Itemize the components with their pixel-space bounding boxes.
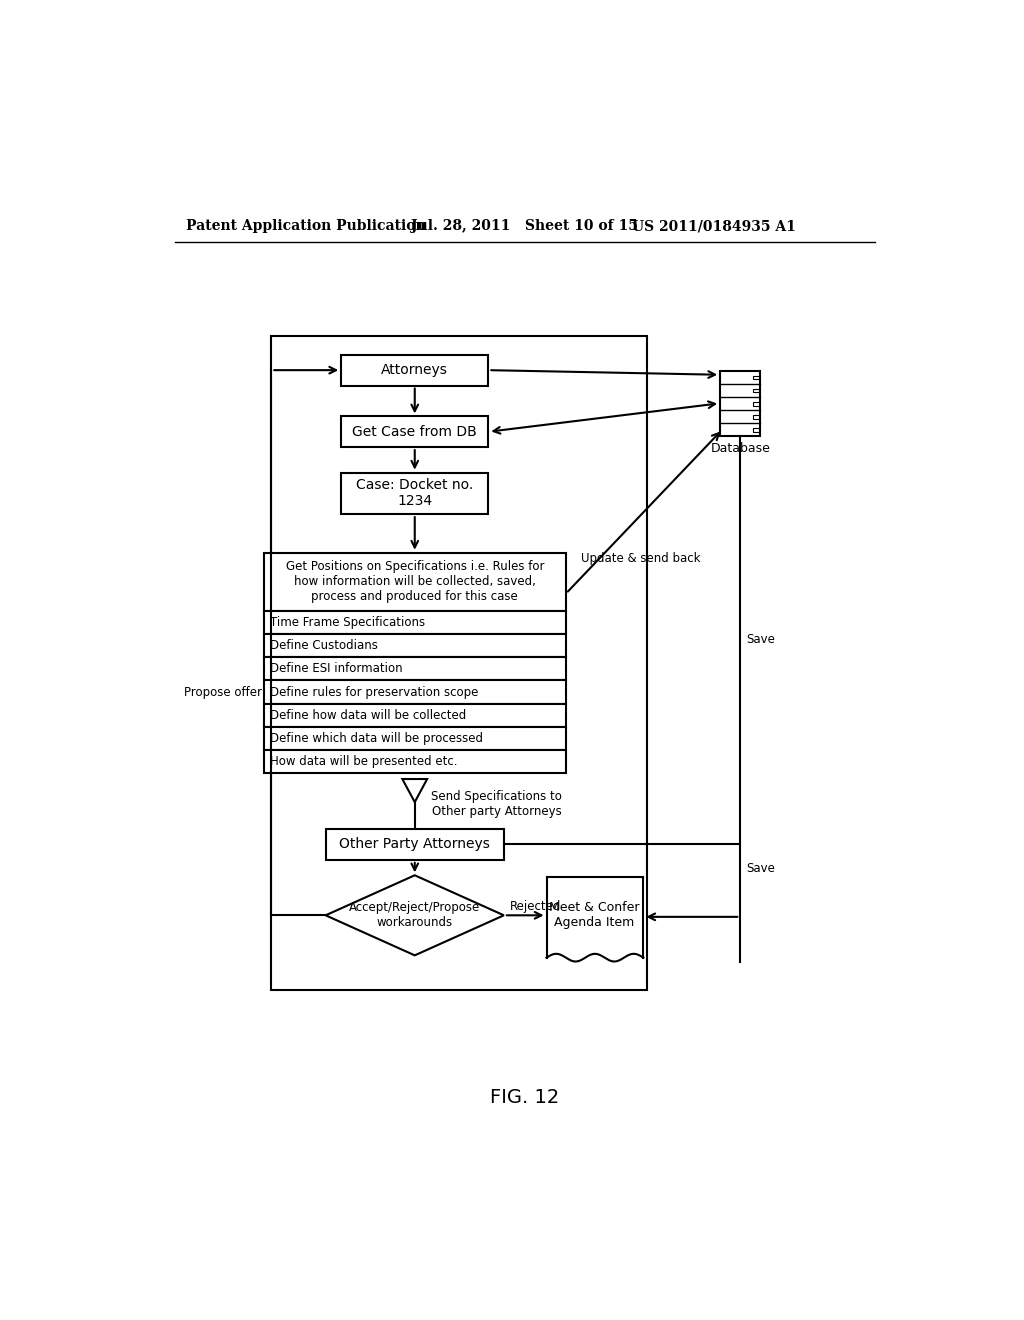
Bar (341, 473, 488, 515)
Bar (263, 704, 566, 726)
Text: FIG. 12: FIG. 12 (490, 1088, 559, 1107)
Polygon shape (402, 779, 427, 803)
Text: Get Case from DB: Get Case from DB (352, 425, 477, 438)
Bar (754, 376, 759, 379)
Bar (754, 401, 759, 405)
Text: Meet & Confer
Agenda Item: Meet & Confer Agenda Item (549, 900, 640, 928)
Text: Patent Application Publication: Patent Application Publication (186, 219, 426, 234)
Polygon shape (326, 875, 504, 956)
Text: Database: Database (711, 442, 770, 455)
Text: Jul. 28, 2011   Sheet 10 of 15: Jul. 28, 2011 Sheet 10 of 15 (411, 219, 638, 234)
Bar (754, 428, 759, 432)
Text: Send Specifications to
Other party Attorneys: Send Specifications to Other party Attor… (431, 791, 562, 818)
Text: Define rules for preservation scope: Define rules for preservation scope (270, 685, 478, 698)
Bar (754, 414, 759, 418)
Text: How data will be presented etc.: How data will be presented etc. (270, 755, 458, 768)
Text: Other Party Attorneys: Other Party Attorneys (339, 837, 490, 851)
Bar (263, 726, 566, 750)
Text: Update & send back: Update & send back (582, 553, 700, 565)
Text: Rejected: Rejected (510, 899, 561, 912)
Text: Define ESI information: Define ESI information (270, 663, 402, 676)
Text: Time Frame Specifications: Time Frame Specifications (270, 616, 425, 630)
Bar (263, 611, 566, 635)
Text: Get Positions on Specifications i.e. Rules for
how information will be collected: Get Positions on Specifications i.e. Rul… (286, 561, 544, 603)
Bar (263, 681, 566, 704)
Bar (271, 335, 647, 990)
Bar (720, 371, 761, 436)
Text: Attorneys: Attorneys (381, 363, 449, 378)
Text: US 2011/0184935 A1: US 2011/0184935 A1 (632, 219, 796, 234)
Text: Define Custodians: Define Custodians (270, 639, 378, 652)
Bar (326, 829, 504, 859)
Bar (263, 657, 566, 681)
Text: Define which data will be processed: Define which data will be processed (270, 731, 483, 744)
Text: Define how data will be collected: Define how data will be collected (270, 709, 466, 722)
Text: Case: Docket no.
1234: Case: Docket no. 1234 (356, 478, 473, 508)
Text: Accept/Reject/Propose
workarounds: Accept/Reject/Propose workarounds (349, 902, 480, 929)
Bar (341, 355, 488, 385)
Bar (341, 416, 488, 447)
Text: Propose offer: Propose offer (184, 685, 262, 698)
Bar (754, 388, 759, 392)
Text: Save: Save (746, 862, 775, 875)
Bar (263, 635, 566, 657)
Bar (263, 750, 566, 774)
Text: Save: Save (746, 634, 775, 647)
Bar (263, 553, 566, 611)
